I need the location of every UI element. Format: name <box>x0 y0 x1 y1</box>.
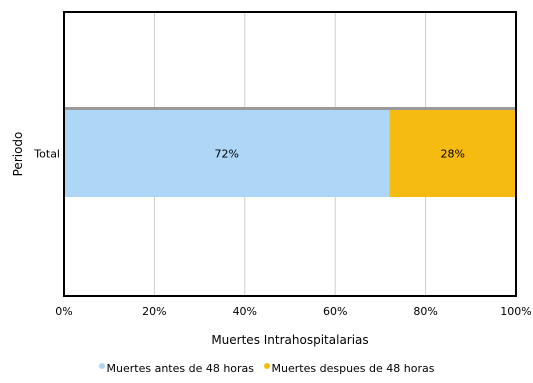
legend-label-before-48h: Muertes antes de 48 horas <box>106 362 255 375</box>
legend-swatch-before-48h <box>98 363 105 369</box>
x-ticks: 0% 20% 40% 60% 80% 100% <box>55 305 531 318</box>
legend-item-before-48h: Muertes antes de 48 horas <box>98 362 255 375</box>
x-tick-label: 100% <box>500 305 531 318</box>
y-axis-title: Periodo <box>11 132 25 177</box>
plot-frame <box>63 11 517 297</box>
y-tick-label: Total <box>33 148 60 161</box>
bar-segment <box>64 110 390 197</box>
bar-value-label: 72% <box>214 148 238 161</box>
x-tick-label: 60% <box>323 305 347 318</box>
bars: 72% 28% <box>64 107 516 197</box>
legend: Muertes antes de 48 horas Muertes despue… <box>0 362 533 375</box>
bar-segment <box>389 110 516 197</box>
legend-label-after-48h: Muertes despues de 48 horas <box>271 362 435 375</box>
x-tick-label: 20% <box>142 305 166 318</box>
bar-value-label: 28% <box>440 148 464 161</box>
legend-item-after-48h: Muertes despues de 48 horas <box>263 362 435 375</box>
x-tick-label: 40% <box>233 305 257 318</box>
bar-top-edge <box>65 107 515 110</box>
chart: 72% 28% 0% 20% 40% 60% 80% 100% Total Muertes … <box>11 11 532 347</box>
x-axis-title: Muertes Intrahospitalarias <box>211 333 368 347</box>
x-tick-label: 80% <box>413 305 437 318</box>
y-ticks: Total <box>33 148 60 161</box>
legend-swatch-after-48h <box>263 363 270 369</box>
x-tick-label: 0% <box>55 305 72 318</box>
